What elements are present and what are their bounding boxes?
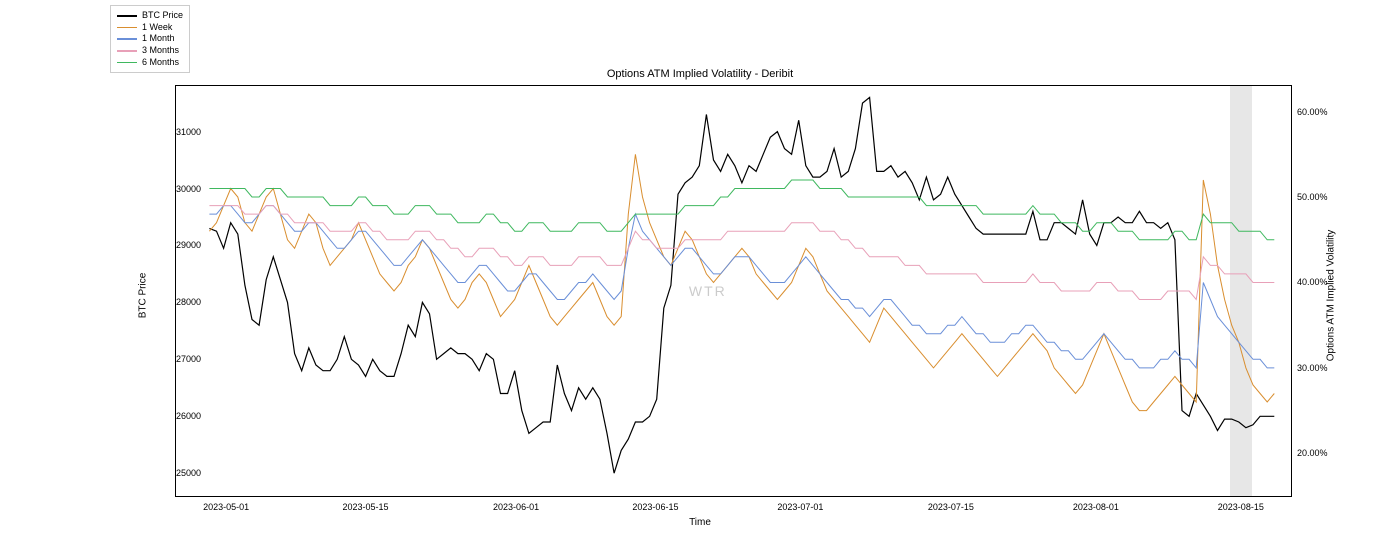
x-tick: 2023-06-01 bbox=[493, 496, 539, 512]
y2-tick: 60.00% bbox=[1291, 107, 1328, 117]
y1-tick: 28000 bbox=[176, 297, 182, 307]
chart-lines bbox=[176, 86, 1291, 496]
chart-title: Options ATM Implied Volatility - Deribit bbox=[0, 68, 1400, 80]
y2-axis-label: Options ATM Implied Volatility bbox=[1325, 230, 1336, 362]
series-btc-price bbox=[209, 97, 1274, 473]
y1-tick: 26000 bbox=[176, 411, 182, 421]
x-tick: 2023-08-01 bbox=[1073, 496, 1119, 512]
legend-label: 3 Months bbox=[142, 45, 179, 57]
legend-label: 1 Week bbox=[142, 22, 172, 34]
series-1-week bbox=[209, 154, 1274, 410]
legend-swatch bbox=[117, 62, 137, 64]
x-axis-label: Time bbox=[0, 517, 1400, 528]
legend-label: 1 Month bbox=[142, 33, 175, 45]
y1-tick: 29000 bbox=[176, 240, 182, 250]
x-tick: 2023-07-01 bbox=[777, 496, 823, 512]
y2-tick: 50.00% bbox=[1291, 192, 1328, 202]
plot-area: WTR 250002600027000280002900030000310002… bbox=[175, 85, 1292, 497]
y2-tick: 20.00% bbox=[1291, 448, 1328, 458]
x-tick: 2023-07-15 bbox=[928, 496, 974, 512]
y1-tick: 30000 bbox=[176, 184, 182, 194]
legend-item: 6 Months bbox=[117, 57, 183, 69]
legend-item: 3 Months bbox=[117, 45, 183, 57]
y1-axis-label: BTC Price bbox=[137, 273, 148, 319]
x-tick: 2023-06-15 bbox=[632, 496, 678, 512]
legend-item: 1 Month bbox=[117, 33, 183, 45]
y2-tick: 40.00% bbox=[1291, 277, 1328, 287]
x-tick: 2023-05-01 bbox=[203, 496, 249, 512]
legend: BTC Price1 Week1 Month3 Months6 Months bbox=[110, 5, 190, 73]
legend-swatch bbox=[117, 38, 137, 40]
y1-tick: 27000 bbox=[176, 354, 182, 364]
legend-item: 1 Week bbox=[117, 22, 183, 34]
y2-tick: 30.00% bbox=[1291, 363, 1328, 373]
x-tick: 2023-05-15 bbox=[343, 496, 389, 512]
y1-tick: 31000 bbox=[176, 127, 182, 137]
legend-label: 6 Months bbox=[142, 57, 179, 69]
x-tick: 2023-08-15 bbox=[1218, 496, 1264, 512]
legend-label: BTC Price bbox=[142, 10, 183, 22]
legend-item: BTC Price bbox=[117, 10, 183, 22]
legend-swatch bbox=[117, 50, 137, 52]
y1-tick: 25000 bbox=[176, 468, 182, 478]
watermark: WTR bbox=[689, 283, 727, 299]
legend-swatch bbox=[117, 27, 137, 29]
legend-swatch bbox=[117, 15, 137, 17]
